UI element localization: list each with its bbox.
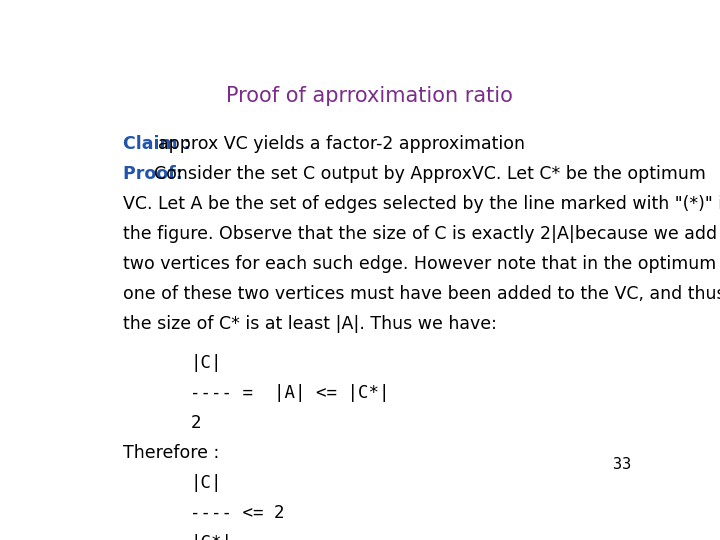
Text: Consider the set C output by ApproxVC. Let C* be the optimum: Consider the set C output by ApproxVC. L… xyxy=(154,165,706,184)
Text: Proof:: Proof: xyxy=(124,165,189,184)
Text: approx VC yields a factor-2 approximation: approx VC yields a factor-2 approximatio… xyxy=(158,136,526,153)
Text: 33: 33 xyxy=(613,457,631,472)
Text: Proof of aprroximation ratio: Proof of aprroximation ratio xyxy=(225,85,513,106)
Text: the figure. Observe that the size of C is exactly 2|A|because we add: the figure. Observe that the size of C i… xyxy=(124,225,718,244)
Text: |C|: |C| xyxy=(190,474,222,492)
Text: one of these two vertices must have been added to the VC, and thus: one of these two vertices must have been… xyxy=(124,285,720,303)
Text: ---- <= 2: ---- <= 2 xyxy=(190,504,285,522)
Text: VC. Let A be the set of edges selected by the line marked with "(*)" in: VC. Let A be the set of edges selected b… xyxy=(124,195,720,213)
Text: Claim :: Claim : xyxy=(124,136,197,153)
Text: |C*|: |C*| xyxy=(190,534,233,540)
Text: ---- =  |A| <= |C*|: ---- = |A| <= |C*| xyxy=(190,384,390,402)
Text: the size of C* is at least |A|. Thus we have:: the size of C* is at least |A|. Thus we … xyxy=(124,315,498,333)
Text: 2: 2 xyxy=(190,414,201,432)
Text: |C|: |C| xyxy=(190,354,222,372)
Text: Therefore :: Therefore : xyxy=(124,444,220,462)
Text: two vertices for each such edge. However note that in the optimum VC: two vertices for each such edge. However… xyxy=(124,255,720,273)
